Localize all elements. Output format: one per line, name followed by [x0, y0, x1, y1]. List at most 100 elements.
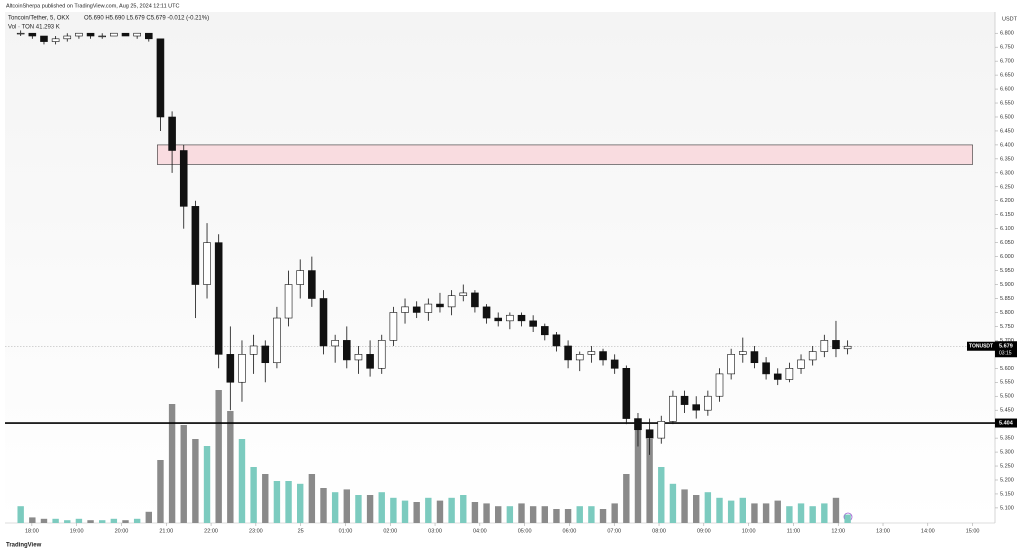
y-tick-label: 6.800 — [1000, 31, 1014, 37]
x-tick-label: 13:00 — [876, 528, 890, 534]
volume-bar — [483, 503, 490, 523]
volume-bar — [774, 500, 781, 523]
volume-bar — [553, 509, 560, 523]
volume-bar — [366, 495, 374, 523]
candle-body — [785, 368, 794, 380]
candle-body — [797, 359, 805, 369]
candle-body — [273, 317, 281, 364]
support-label-bg — [995, 418, 1017, 428]
candle-body — [704, 395, 712, 411]
candle-body — [447, 295, 456, 308]
volume-bar — [308, 474, 316, 523]
x-tick-label: 02:00 — [383, 528, 397, 534]
y-tick-label: 5.500 — [1000, 394, 1014, 400]
volume-bar — [64, 520, 71, 523]
candle-body — [86, 32, 95, 37]
resistance-zone — [157, 144, 973, 165]
candle-body — [191, 206, 200, 285]
volume-bar — [704, 492, 712, 523]
candle-body — [51, 38, 60, 42]
y-tick-label: 5.550 — [1000, 380, 1014, 386]
volume-bar — [658, 467, 665, 523]
candle-body — [541, 326, 549, 336]
x-tick-label: 21:00 — [159, 528, 173, 534]
volume-bar — [588, 506, 595, 523]
candle-body — [762, 362, 770, 375]
candle-body — [610, 359, 619, 369]
y-tick-label: 6.400 — [1000, 142, 1014, 148]
countdown: 03:15 — [999, 351, 1012, 357]
y-tick-label: 5.600 — [1000, 366, 1014, 372]
y-tick-label: 5.900 — [1000, 282, 1014, 288]
volume-bar — [425, 497, 432, 523]
volume-text: Vol · TON 41.293 K — [8, 25, 60, 31]
ticker-label: TONUSDT — [969, 344, 993, 350]
candle-body — [715, 373, 724, 397]
y-tick-label: 5.200 — [1000, 477, 1014, 483]
x-tick-label: 18:00 — [25, 528, 39, 534]
candle-body — [634, 418, 642, 431]
volume-bar — [727, 500, 735, 523]
x-tick-label: 06:00 — [563, 528, 577, 534]
y-tick-label: 6.000 — [1000, 254, 1014, 260]
volume-bar — [413, 502, 420, 523]
volume-bar — [75, 518, 83, 523]
x-tick-label: 03:00 — [428, 528, 442, 534]
volume-bar — [238, 439, 246, 523]
y-tick-label: 5.250 — [1000, 463, 1014, 469]
volume-bar — [576, 506, 583, 523]
x-tick-label: 04:00 — [473, 528, 487, 534]
volume-bar — [99, 520, 106, 523]
volume-bar — [564, 509, 572, 523]
volume-bar — [832, 497, 840, 523]
y-tick-label: 6.750 — [1000, 45, 1014, 51]
volume-bar — [506, 506, 514, 523]
y-tick-label: 5.950 — [1000, 268, 1014, 274]
plot-area — [5, 12, 995, 523]
candle-body — [63, 35, 72, 40]
y-tick-label: 6.500 — [1000, 114, 1014, 120]
y-tick-label: 5.800 — [1000, 310, 1014, 316]
header: AltcoinSherpa published on TradingView.c… — [6, 3, 179, 9]
candle-body — [832, 340, 840, 350]
volume-bar — [29, 517, 36, 523]
candle-body — [389, 312, 398, 341]
candle-body — [680, 395, 689, 405]
volume-bar — [145, 511, 152, 523]
x-tick-label: 11:00 — [787, 528, 800, 534]
x-tick-label: 25 — [298, 528, 304, 534]
y-tick-label: 6.550 — [1000, 100, 1014, 106]
candle-body — [238, 354, 246, 383]
volume-bar — [471, 502, 479, 523]
candle-body — [366, 354, 374, 369]
x-tick-label: 09:00 — [697, 528, 711, 534]
volume-bar — [168, 404, 176, 523]
x-tick-label: 05:00 — [518, 528, 532, 534]
candle-body — [739, 351, 747, 355]
volume-bar — [751, 503, 758, 523]
volume-bar — [320, 488, 327, 523]
volume-bar — [250, 467, 257, 523]
candle-body — [412, 306, 421, 313]
candle-body — [436, 303, 444, 308]
candle-body — [517, 314, 526, 322]
volume-bar — [821, 503, 828, 523]
volume-bar — [599, 509, 607, 523]
y-tick-label: 5.700 — [1000, 338, 1014, 344]
footer: TradingView — [6, 543, 42, 549]
candle-body — [16, 32, 25, 35]
last-price-bg — [995, 341, 1017, 358]
x-tick-label: 12:00 — [831, 528, 845, 534]
volume-bar — [646, 439, 653, 523]
x-tick-label: 10:00 — [742, 528, 756, 534]
volume-bar — [495, 506, 502, 523]
candle-body — [145, 32, 153, 40]
ticker-bg — [967, 341, 995, 351]
y-tick-label: 5.100 — [1000, 505, 1014, 511]
x-tick-label: 07:00 — [607, 528, 621, 534]
candle-body — [494, 317, 503, 322]
ohlc-text: O5.690 H5.690 L5.679 C5.679 -0.012 (-0.2… — [84, 16, 209, 22]
volume-bar — [273, 481, 281, 523]
x-tick-label: 22:00 — [204, 528, 218, 534]
y-tick-label: 5.450 — [1000, 408, 1014, 414]
